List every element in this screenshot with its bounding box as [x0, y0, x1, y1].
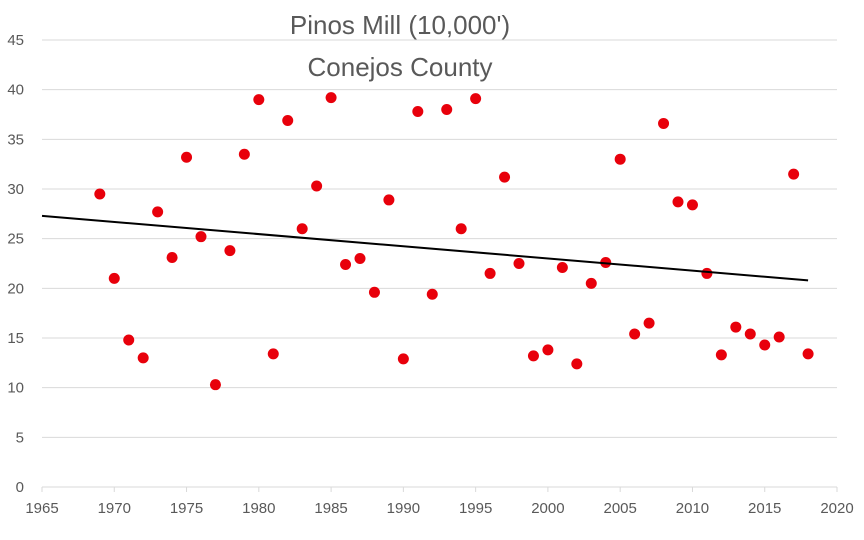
data-point-2007	[643, 317, 655, 329]
data-point-1983	[296, 223, 308, 235]
data-point-2013	[730, 321, 742, 333]
data-point-2010	[686, 199, 698, 211]
data-point-1979	[238, 148, 250, 160]
data-point-1985	[325, 92, 337, 104]
data-point-2012	[715, 349, 727, 361]
x-tick-label: 2010	[676, 500, 709, 517]
data-point-1990	[397, 353, 409, 365]
y-tick-label: 0	[16, 479, 24, 496]
data-point-2003	[585, 277, 597, 289]
grid-lines	[42, 39, 837, 438]
x-tick-label: 1985	[314, 500, 347, 517]
x-tick-label: 1975	[170, 500, 203, 517]
data-point-1970	[108, 272, 120, 284]
data-point-1977	[209, 379, 221, 391]
data-point-2011	[701, 267, 713, 279]
data-point-2009	[672, 196, 684, 208]
data-point-2015	[759, 339, 771, 351]
x-tick-label: 1995	[459, 500, 492, 517]
y-tick-label: 15	[7, 330, 24, 347]
data-point-1975	[181, 151, 193, 163]
data-point-1981	[267, 348, 279, 360]
y-tick-label: 20	[7, 280, 24, 297]
x-tick-label: 1965	[25, 500, 58, 517]
data-point-1974	[166, 252, 178, 264]
chart-title-line-1: Pinos Mill (10,000')	[289, 10, 511, 40]
data-point-1998	[513, 258, 525, 269]
x-axis-tick-labels: 1965 1970 1975 1980 1985 1990 1995 2000 2005 2010…	[25, 487, 854, 517]
y-tick-label: 10	[7, 380, 24, 397]
data-point-2017	[788, 168, 800, 180]
y-tick-label: 35	[7, 131, 24, 148]
data-point-2000	[542, 344, 554, 356]
data-point-1989	[383, 194, 395, 206]
data-point-1973	[152, 206, 164, 218]
data-point-1971	[123, 334, 135, 346]
y-axis-tick-labels: 0 5 10 15 20 25 30 35 40 45	[7, 32, 24, 496]
y-tick-label: 45	[7, 32, 24, 49]
data-point-1984	[311, 180, 323, 192]
data-point-1976	[195, 231, 207, 243]
data-points	[94, 92, 814, 391]
x-tick-label: 1990	[387, 500, 420, 517]
x-tick-label: 1980	[242, 500, 275, 517]
data-point-1992	[426, 288, 438, 300]
y-tick-label: 5	[16, 429, 24, 446]
data-point-2016	[773, 331, 785, 343]
trendline	[41, 214, 809, 282]
data-point-1993	[441, 104, 453, 116]
x-tick-label: 2000	[531, 500, 564, 517]
x-tick-label: 2020	[820, 500, 853, 517]
data-point-2002	[571, 358, 583, 370]
data-point-1996	[484, 267, 496, 279]
chart-title-line-2: Conejos County	[307, 52, 493, 82]
data-point-2018	[802, 348, 814, 360]
y-tick-label: 25	[7, 231, 24, 248]
x-tick-label: 2015	[748, 500, 781, 517]
x-tick-label: 2005	[603, 500, 636, 517]
y-tick-label: 40	[7, 82, 24, 99]
data-point-1969	[94, 188, 106, 200]
data-point-1994	[455, 223, 467, 235]
data-point-1980	[253, 94, 265, 106]
data-point-1997	[499, 171, 511, 183]
data-point-1978	[224, 245, 236, 257]
data-point-1972	[137, 352, 149, 364]
data-point-2005	[614, 153, 626, 165]
data-point-1991	[412, 106, 424, 118]
x-tick-label: 1970	[98, 500, 131, 517]
data-point-2006	[629, 328, 641, 340]
data-point-2008	[658, 117, 670, 129]
data-point-2014	[744, 328, 756, 340]
data-point-1987	[354, 253, 366, 265]
data-point-1982	[282, 114, 294, 126]
data-point-1988	[368, 286, 380, 298]
y-tick-label: 30	[7, 181, 24, 198]
data-point-1999	[527, 350, 539, 362]
data-point-2001	[556, 261, 568, 273]
data-point-1995	[470, 93, 482, 105]
data-point-1986	[340, 258, 352, 270]
